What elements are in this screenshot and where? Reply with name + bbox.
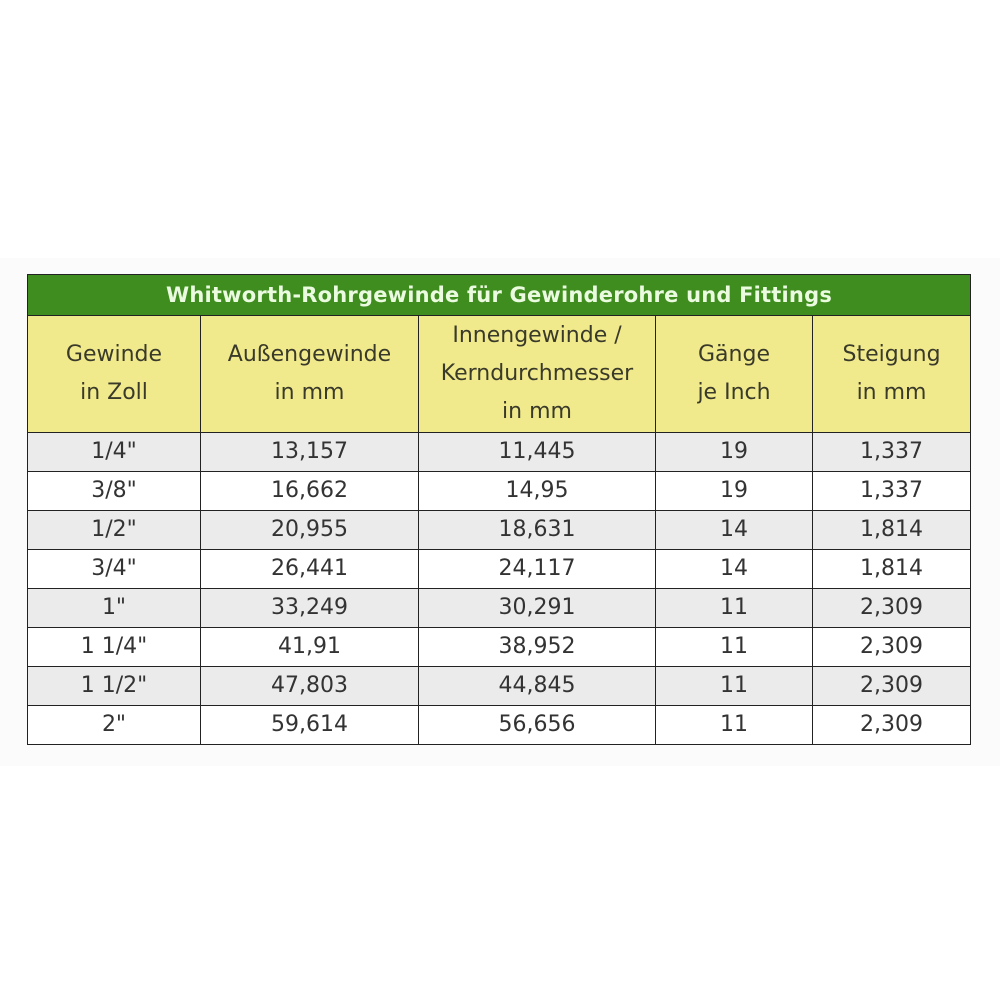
table-cell: 2,309 [811, 588, 972, 628]
table-cell: 11 [655, 666, 813, 706]
column-header: Innengewinde / Kerndurchmesser in mm [418, 315, 656, 433]
table-cell: 2,309 [811, 666, 972, 706]
table-row: 1 1/4" 41,91 38,952 11 2,309 [27, 627, 972, 667]
table-cell: 30,291 [418, 588, 656, 628]
table-cell: 33,249 [200, 588, 419, 628]
column-header-line: Kerndurchmesser [440, 361, 634, 386]
column-header: Außengewinde in mm [200, 315, 419, 433]
table-row: 1/4" 13,157 11,445 19 1,337 [27, 432, 972, 472]
table-cell: 56,656 [418, 705, 656, 745]
column-header-line: in mm [502, 399, 572, 424]
table-row: 3/8" 16,662 14,95 19 1,337 [27, 471, 972, 511]
table-cell: 14,95 [418, 471, 656, 511]
table-cell: 47,803 [200, 666, 419, 706]
table-cell: 14 [655, 549, 813, 589]
table-cell: 1,337 [811, 471, 972, 511]
table-cell: 1 1/4" [27, 627, 201, 667]
column-header-line: Außengewinde [227, 342, 392, 367]
table-cell: 26,441 [200, 549, 419, 589]
table-cell: 19 [655, 471, 813, 511]
table-cell: 3/4" [27, 549, 201, 589]
column-header-line: Gänge [698, 342, 770, 367]
table-cell: 2,309 [811, 705, 972, 745]
table-cell: 1,337 [811, 432, 972, 472]
table-cell: 59,614 [200, 705, 419, 745]
table-cell: 14 [655, 510, 813, 550]
table-cell: 1/4" [27, 432, 201, 472]
table-title: Whitworth-Rohrgewinde für Gewinderohre u… [26, 274, 972, 316]
table-cell: 2,309 [811, 627, 972, 667]
table-body: 1/4" 13,157 11,445 19 1,337 3/8" 16,662 14,95 19… [27, 432, 972, 745]
column-header-line: je Inch [697, 380, 771, 405]
table-cell: 38,952 [418, 627, 656, 667]
table-cell: 20,955 [200, 510, 419, 550]
table-cell: 1 1/2" [27, 666, 201, 706]
table-row: 2" 59,614 56,656 11 2,309 [27, 705, 972, 745]
table-cell: 11 [655, 705, 813, 745]
table-cell: 1,814 [811, 510, 972, 550]
table-cell: 3/8" [27, 471, 201, 511]
table-cell: 13,157 [200, 432, 419, 472]
column-header-line: Gewinde [65, 342, 163, 367]
column-header-line: in Zoll [80, 380, 148, 405]
column-header: Gänge je Inch [655, 315, 813, 433]
table-cell: 18,631 [418, 510, 656, 550]
table-cell: 16,662 [200, 471, 419, 511]
table-cell: 1" [27, 588, 201, 628]
table-row: 1/2" 20,955 18,631 14 1,814 [27, 510, 972, 550]
table-cell: 19 [655, 432, 813, 472]
table-cell: 2" [27, 705, 201, 745]
table-cell: 11 [655, 588, 813, 628]
column-header: Gewinde in Zoll [27, 315, 201, 433]
table-cell: 44,845 [418, 666, 656, 706]
table-row: 1" 33,249 30,291 11 2,309 [27, 588, 972, 628]
header-row: Gewinde in Zoll Außengewinde in mm Innengewi… [27, 315, 972, 433]
table-cell: 1,814 [811, 549, 972, 589]
table-row: 1 1/2" 47,803 44,845 11 2,309 [27, 666, 972, 706]
column-header-line: Steigung [842, 342, 941, 367]
column-header-line: in mm [274, 380, 345, 405]
table-cell: 11 [655, 627, 813, 667]
table-row: 3/4" 26,441 24,117 14 1,814 [27, 549, 972, 589]
column-header: Steigung in mm [811, 315, 972, 433]
column-header-line: Innengewinde / [452, 323, 622, 348]
table-cell: 24,117 [418, 549, 656, 589]
table-cell: 11,445 [418, 432, 656, 472]
table-cell: 1/2" [27, 510, 201, 550]
column-header-line: in mm [856, 380, 927, 405]
table-cell: 41,91 [200, 627, 419, 667]
thread-table: Whitworth-Rohrgewinde für Gewinderohre u… [26, 274, 972, 745]
